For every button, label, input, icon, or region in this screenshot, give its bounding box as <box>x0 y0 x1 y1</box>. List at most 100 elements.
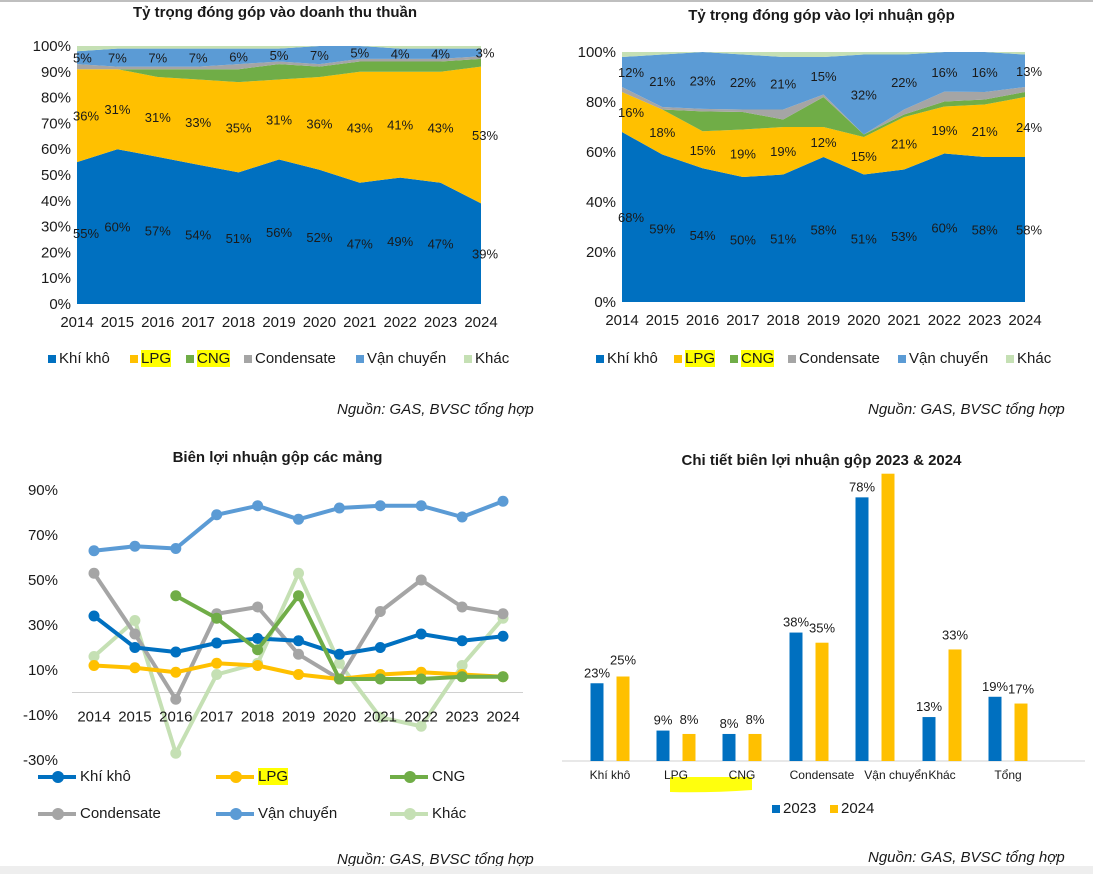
data-label-van-chuyen: 7% <box>108 51 127 66</box>
data-label-lpg: 36% <box>306 116 332 131</box>
source-note: Nguồn: GAS, BVSC tổng hợp <box>337 851 534 868</box>
point-van-chuyen <box>374 500 386 512</box>
x-tick-label: 2014 <box>60 314 93 331</box>
data-label-khi-kho: 58% <box>810 223 836 238</box>
data-label-2023: 23% <box>584 665 610 680</box>
point-khi-kho <box>170 646 182 658</box>
point-lpg <box>170 666 182 678</box>
data-label-van-chuyen: 15% <box>810 69 836 84</box>
point-van-chuyen <box>415 500 427 512</box>
x-tick-label: 2024 <box>486 709 519 726</box>
data-label-lpg: 31% <box>145 110 171 125</box>
area-condensate <box>77 56 481 70</box>
chart-title-revenue-share: Tỷ trọng đóng góp vào doanh thu thuần <box>132 4 418 21</box>
data-label-lpg: 19% <box>931 123 957 138</box>
data-label-lpg: 15% <box>690 143 716 158</box>
data-label-van-chuyen: 4% <box>391 47 410 62</box>
legend-swatch-icon <box>356 354 364 363</box>
legend-item-lpg: LPG <box>130 350 172 367</box>
y-tick-label: 50% <box>28 572 58 589</box>
data-label-lpg: 35% <box>226 120 252 135</box>
data-label-lpg: 31% <box>104 102 130 117</box>
x-tick-label: 2015 <box>101 314 134 331</box>
x-tick-label: 2020 <box>323 709 356 726</box>
legend-swatch-icon <box>772 804 780 813</box>
x-tick-label: 2019 <box>807 312 840 329</box>
area-khi-kho <box>77 149 481 304</box>
data-label-2023: 9% <box>654 713 673 728</box>
point-van-chuyen <box>170 543 182 554</box>
data-label-khi-kho: 54% <box>185 227 211 242</box>
y-tick-label: 40% <box>41 193 71 210</box>
legend-label: CNG <box>432 768 466 785</box>
x-tick-label: 2024 <box>1008 312 1041 329</box>
data-label-van-chuyen: 23% <box>690 73 716 88</box>
data-label-lpg: 43% <box>428 120 454 135</box>
chart-title-margin-2023-2024: Chi tiết biên lợi nhuận gộp 2023 & 2024 <box>681 452 962 469</box>
x-tick-label: 2018 <box>222 314 255 331</box>
data-label-lpg: 18% <box>649 125 675 140</box>
revenue-share-legend: Khí khô LPG CNG Condensate Vận chuyển Khác <box>0 350 550 372</box>
bar-2023-tong <box>988 696 1002 761</box>
y-tick-label: 90% <box>41 64 71 81</box>
point-condensate <box>293 648 304 660</box>
x-tick-label: 2016 <box>159 709 192 726</box>
y-tick-label: 80% <box>41 90 71 107</box>
legend-label: Khí khô <box>59 350 110 367</box>
point-khi-kho <box>88 610 100 622</box>
point-khac <box>333 657 345 669</box>
point-khi-kho <box>374 642 386 653</box>
data-label-van-chuyen: 4% <box>431 47 450 62</box>
legend-swatch-icon <box>38 807 76 820</box>
y-tick-label: -10% <box>23 707 58 724</box>
legend-label: Condensate <box>80 805 161 822</box>
point-condensate <box>415 574 427 586</box>
point-cng <box>333 673 345 685</box>
x-tick-label: 2014 <box>605 312 638 329</box>
data-label-van-chuyen: 32% <box>851 88 877 103</box>
chart-title-margin-by-segment: Biên lợi nhuận gộp các mảng <box>172 449 383 466</box>
legend-swatch-icon <box>730 354 738 363</box>
point-lpg <box>129 662 141 674</box>
data-label-lpg: 15% <box>851 149 877 164</box>
data-label-khi-kho: 60% <box>104 220 130 235</box>
point-khi-kho <box>456 635 468 647</box>
bar-2023-lpg <box>656 730 670 761</box>
legend-swatch-icon <box>390 807 428 820</box>
bar-2024-khi-kho <box>616 676 630 761</box>
x-tick-label: 2023 <box>445 709 478 726</box>
point-khi-kho <box>211 637 223 649</box>
point-khi-kho <box>129 642 141 653</box>
legend-swatch-icon <box>244 354 252 363</box>
category-label-lpg: LPG <box>664 768 688 782</box>
x-tick-label: 2018 <box>241 709 274 726</box>
point-khi-kho <box>293 635 304 647</box>
x-tick-label: 2019 <box>282 709 315 726</box>
point-lpg <box>211 657 223 669</box>
x-tick-label: 2022 <box>405 709 438 726</box>
legend-label: LPG <box>141 350 172 367</box>
top-border <box>0 0 1093 2</box>
legend-label: Vận chuyển <box>258 805 338 822</box>
line-van-chuyen <box>93 499 504 553</box>
legend-item-khac: Khác <box>390 805 466 822</box>
data-label-van-chuyen: 16% <box>972 65 998 80</box>
legend-label: Vận chuyển <box>367 350 447 367</box>
area-khac <box>622 52 1025 57</box>
data-label-khi-kho: 68% <box>618 210 644 225</box>
point-khi-kho <box>252 633 264 644</box>
bottom-strip <box>0 866 1093 874</box>
data-label-lpg: 19% <box>730 146 756 161</box>
data-label-van-chuyen: 21% <box>649 74 675 89</box>
area-lpg <box>622 92 1025 177</box>
point-cng <box>252 644 264 656</box>
legend-label: Khác <box>1017 350 1052 367</box>
legend-label: Khác <box>475 350 510 367</box>
point-van-chuyen <box>211 509 223 521</box>
legend-item-cng: CNG <box>730 350 775 367</box>
area-condensate <box>622 87 1025 135</box>
data-label-van-chuyen: 7% <box>310 48 329 63</box>
bar-2023-cng <box>722 733 736 761</box>
x-tick-label: 2015 <box>646 312 679 329</box>
legend-item-condensate: Condensate <box>38 805 161 822</box>
